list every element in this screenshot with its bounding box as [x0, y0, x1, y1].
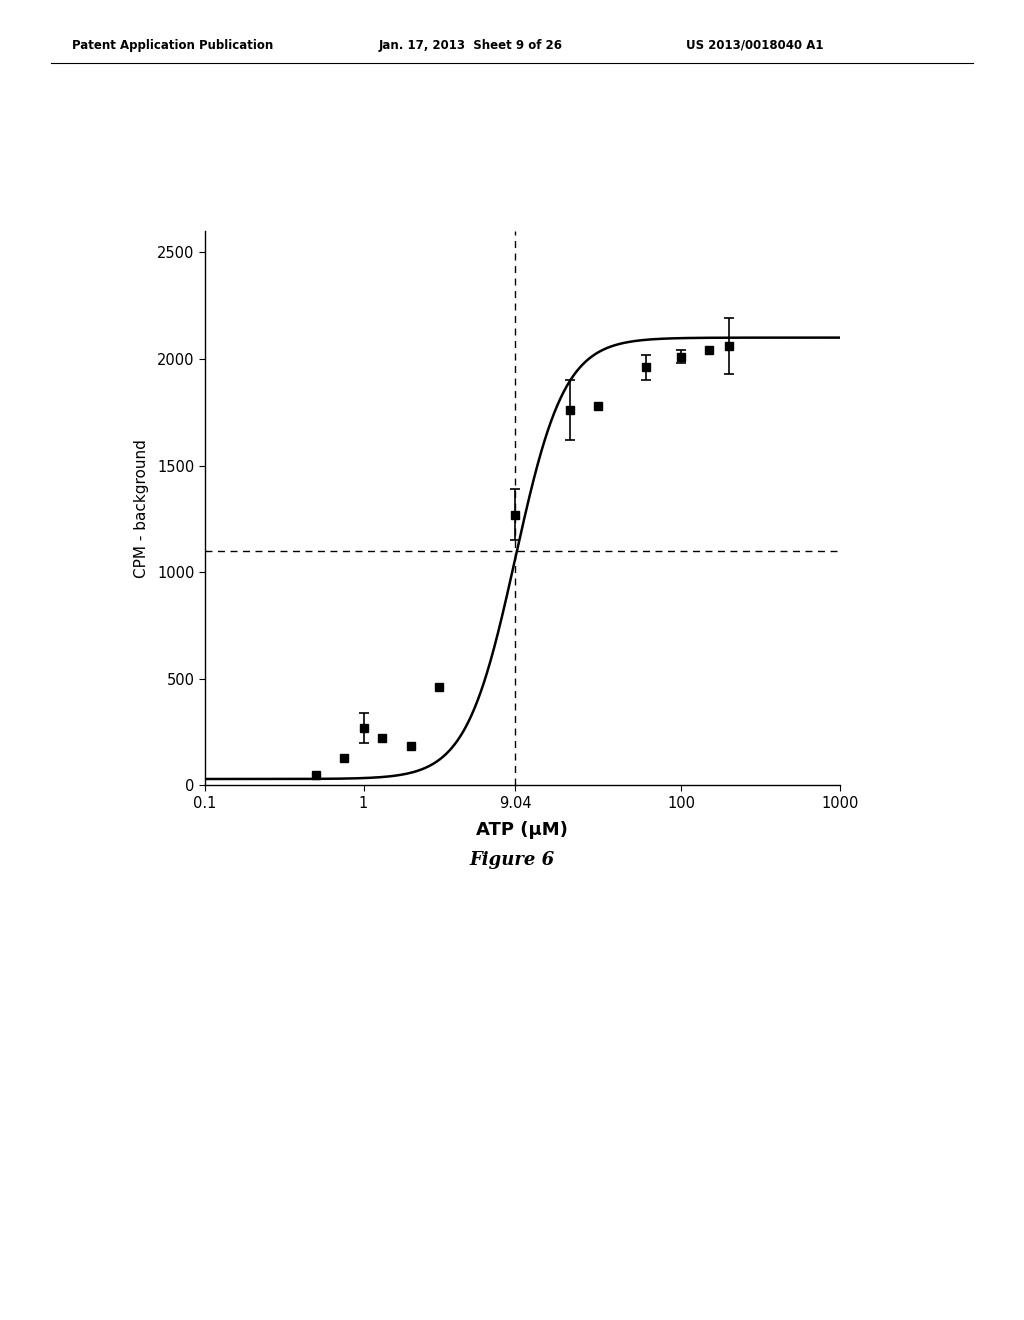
Text: Patent Application Publication: Patent Application Publication [72, 38, 273, 51]
X-axis label: ATP (μM): ATP (μM) [476, 821, 568, 838]
Y-axis label: CPM - background: CPM - background [133, 438, 148, 578]
Text: Figure 6: Figure 6 [469, 850, 555, 869]
Text: Jan. 17, 2013  Sheet 9 of 26: Jan. 17, 2013 Sheet 9 of 26 [379, 38, 563, 51]
Text: US 2013/0018040 A1: US 2013/0018040 A1 [686, 38, 823, 51]
